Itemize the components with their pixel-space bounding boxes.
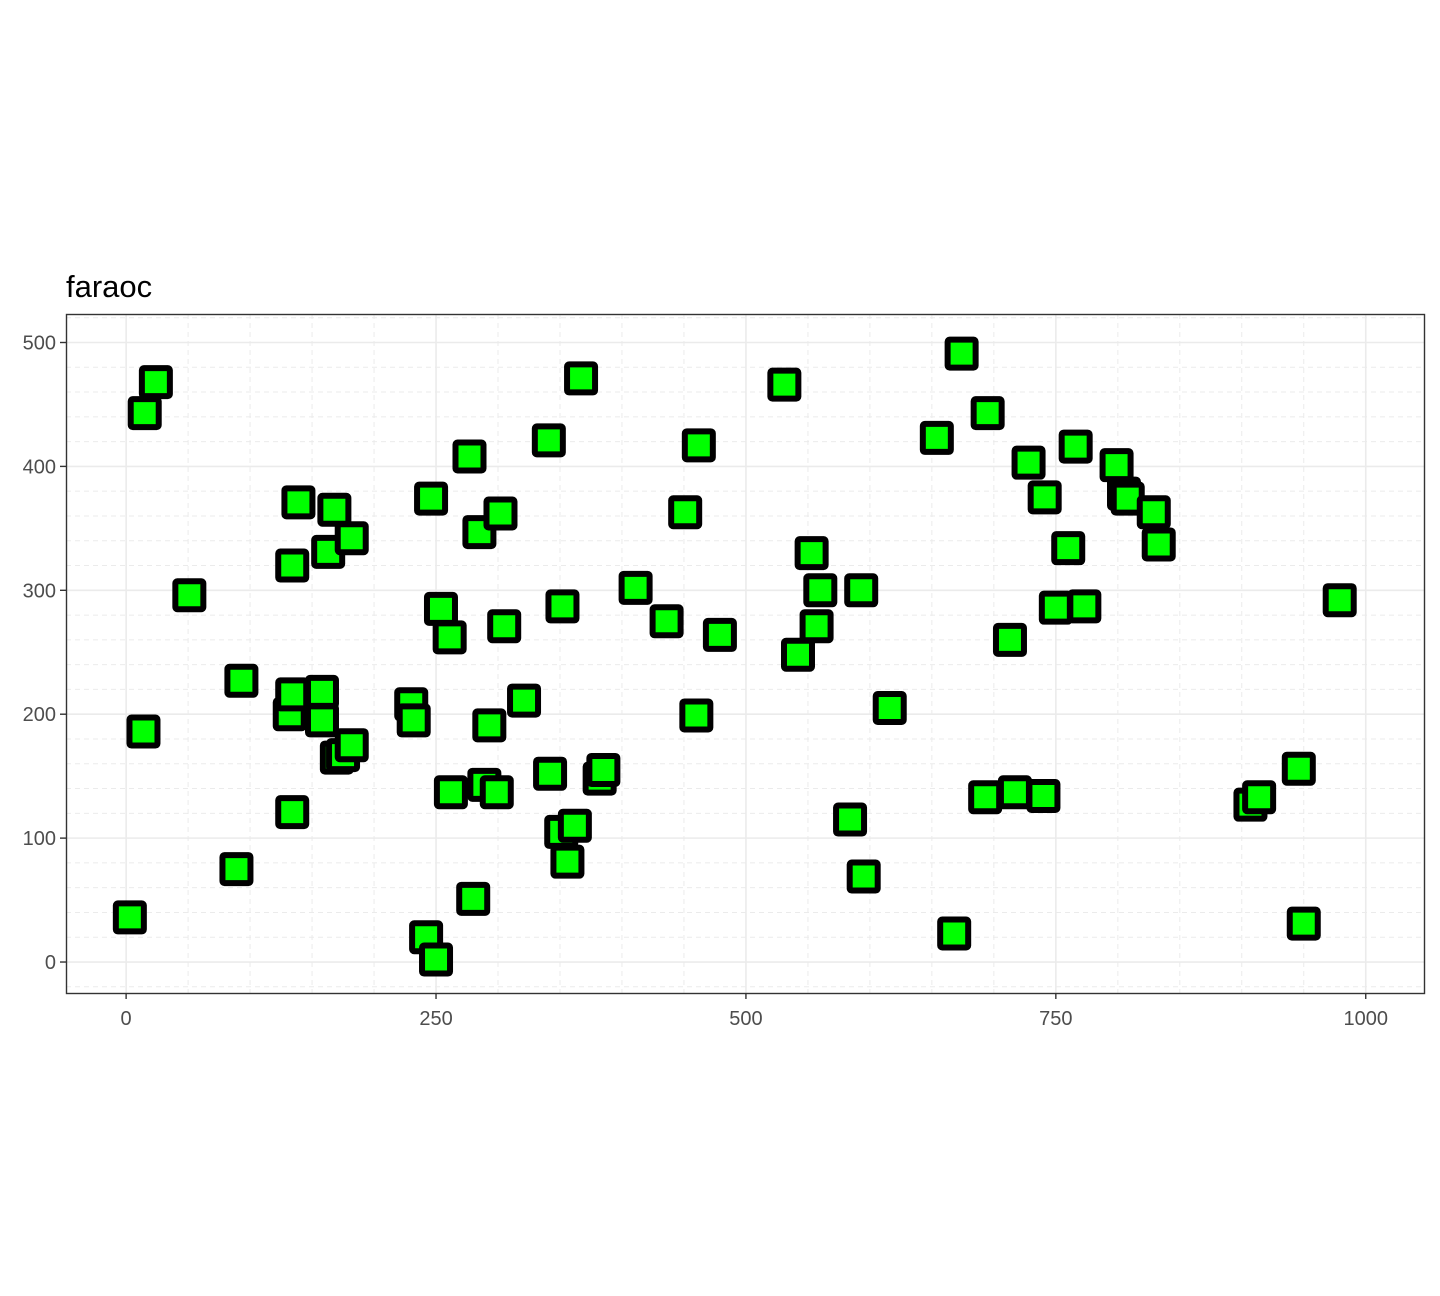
data-point (550, 844, 585, 879)
data-point (531, 423, 566, 458)
data-point (1058, 429, 1093, 464)
data-point (668, 495, 703, 530)
data-point (1141, 527, 1176, 562)
data-point (281, 485, 316, 520)
data-point (997, 775, 1032, 810)
data-point (275, 677, 310, 712)
data-point (564, 361, 599, 396)
data-point (304, 674, 339, 709)
data-point (1026, 778, 1061, 813)
data-point (767, 367, 802, 402)
data-point (479, 775, 514, 810)
x-tick-label: 0 (121, 1008, 132, 1030)
data-point (127, 396, 162, 431)
data-point (1281, 751, 1316, 786)
data-point (1136, 495, 1171, 530)
data-point (419, 942, 454, 977)
data-point (844, 573, 879, 608)
x-tick-label: 1000 (1343, 1008, 1388, 1030)
data-point (937, 916, 972, 951)
data-point (396, 703, 431, 738)
chart-title: faraoc (66, 269, 152, 304)
data-point (275, 548, 310, 583)
data-point (919, 420, 954, 455)
data-point (334, 521, 369, 556)
data-point (679, 698, 714, 733)
data-point (172, 578, 207, 613)
data-point (112, 900, 147, 935)
data-point (334, 728, 369, 763)
x-tick-label: 750 (1039, 1008, 1072, 1030)
data-point (219, 852, 254, 887)
data-point (1067, 589, 1102, 624)
data-point (970, 396, 1005, 431)
x-axis: 0 250 500 750 1000 (121, 993, 1388, 1030)
data-point (533, 756, 568, 791)
data-point (433, 775, 468, 810)
data-point (780, 637, 815, 672)
data-point (1038, 590, 1073, 625)
y-tick-label: 100 (23, 828, 56, 850)
data-point (803, 573, 838, 608)
y-tick-label: 500 (23, 332, 56, 354)
data-points (112, 336, 1357, 977)
data-point (1242, 780, 1277, 815)
data-point (799, 609, 834, 644)
data-point (138, 365, 173, 400)
x-tick-label: 500 (729, 1008, 762, 1030)
data-point (487, 609, 522, 644)
major-gridlines (66, 314, 1424, 993)
data-point (423, 591, 458, 626)
data-point (545, 589, 580, 624)
data-point (304, 703, 339, 738)
data-point (618, 570, 653, 605)
y-tick-label: 400 (23, 456, 56, 478)
data-point (317, 492, 352, 527)
data-point (1322, 583, 1357, 618)
data-point (414, 481, 449, 516)
data-point (1011, 445, 1046, 480)
data-point (1286, 906, 1321, 941)
data-point (702, 617, 737, 652)
data-point (483, 496, 518, 531)
x-tick-label: 250 (419, 1008, 452, 1030)
data-point (586, 752, 621, 787)
data-point (275, 795, 310, 830)
y-tick-label: 0 (45, 952, 56, 974)
data-point (794, 536, 829, 571)
data-point (649, 604, 684, 639)
data-point (224, 663, 259, 698)
data-point (968, 780, 1003, 815)
data-point (1027, 480, 1062, 515)
y-axis: 0 100 200 300 400 500 (23, 332, 66, 974)
data-point (944, 336, 979, 371)
data-point (557, 808, 592, 843)
data-point (452, 439, 487, 474)
y-tick-label: 200 (23, 704, 56, 726)
minor-gridlines (66, 314, 1424, 993)
data-point (992, 622, 1027, 657)
data-point (846, 859, 881, 894)
data-point (833, 802, 868, 837)
data-point (432, 620, 467, 655)
data-point (1051, 531, 1086, 566)
data-point (872, 691, 907, 726)
data-point (1099, 448, 1134, 483)
data-point (507, 683, 542, 718)
y-tick-label: 300 (23, 580, 56, 602)
data-point (456, 881, 491, 916)
data-point (126, 714, 161, 749)
data-point (681, 428, 716, 463)
data-point (472, 708, 507, 743)
